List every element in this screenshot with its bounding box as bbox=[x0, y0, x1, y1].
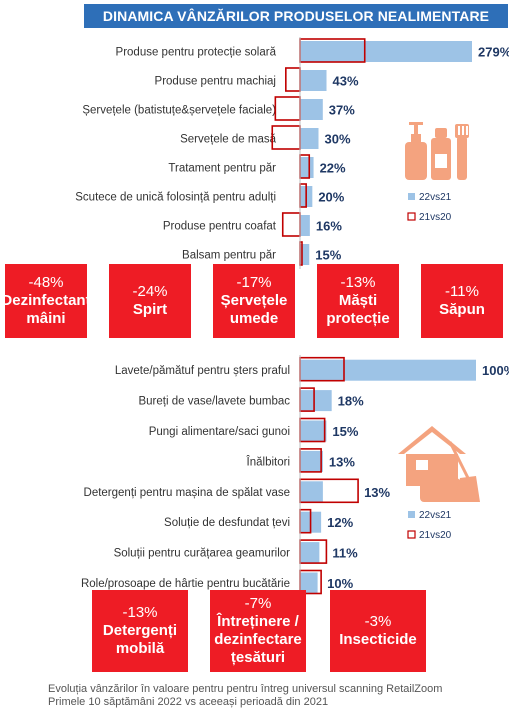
decline-tile: -17% Șervețele umede bbox=[213, 264, 295, 338]
bar-22vs21 bbox=[300, 244, 310, 265]
personal-care-bottles-icon bbox=[405, 122, 469, 180]
data-label: 100% bbox=[482, 363, 509, 378]
tile-percent: -11% bbox=[445, 283, 479, 300]
tile-label: Săpun bbox=[439, 301, 485, 318]
tile-label: Întreținere / bbox=[217, 613, 299, 630]
category-label: Bureți de vase/lavete bumbac bbox=[138, 396, 290, 408]
chart-personal-care: Produse pentru protecție solară 279% Produ… bbox=[75, 37, 509, 269]
category-label: Detergenți pentru mașina de spălat vase bbox=[84, 487, 290, 499]
category-label: Servețele de masă bbox=[180, 134, 276, 146]
category-label: Soluție de desfundat țevi bbox=[164, 517, 290, 529]
chart-title: DINAMICA VÂNZĂRILOR PRODUSELOR NEALIMENT… bbox=[84, 4, 508, 28]
data-label: 15% bbox=[315, 248, 341, 263]
category-label: Balsam pentru păr bbox=[182, 250, 276, 262]
footer-line-1: Evoluția vânzărilor în valoare pentru pe… bbox=[48, 683, 443, 695]
tile-label: Dezinfectant bbox=[1, 292, 91, 309]
tile-label: mobilă bbox=[115, 640, 165, 657]
data-label: 10% bbox=[327, 576, 353, 591]
category-label: Pungi alimentare/saci gunoi bbox=[149, 426, 290, 438]
data-label: 22% bbox=[320, 161, 346, 176]
data-label: 11% bbox=[332, 546, 358, 561]
category-label: Șervețele (batistuțe&șervețele faciale) bbox=[82, 105, 276, 117]
bar-22vs21 bbox=[300, 572, 318, 594]
data-label: 37% bbox=[329, 103, 355, 118]
category-label: Lavete/pămătuf pentru șters praful bbox=[115, 365, 290, 377]
bar-22vs21 bbox=[300, 157, 314, 178]
category-label: Tratament pentru păr bbox=[168, 163, 276, 175]
data-label: 279% bbox=[478, 45, 509, 60]
footer-note: Evoluția vânzărilor în valoare pentru pe… bbox=[48, 683, 508, 709]
legend-label-21vs20: 21vs20 bbox=[419, 212, 452, 223]
data-label: 18% bbox=[338, 394, 364, 409]
legend-swatch-21vs20 bbox=[407, 530, 416, 539]
bar-21vs20 bbox=[274, 96, 301, 121]
category-label: Produse pentru machiaj bbox=[155, 76, 276, 88]
data-label: 30% bbox=[324, 132, 350, 147]
tile-label: umede bbox=[229, 310, 279, 327]
legend-label-22vs21: 22vs21 bbox=[419, 510, 452, 521]
decline-tile: -11% Săpun bbox=[421, 264, 503, 338]
legend-swatch-21vs20 bbox=[407, 212, 416, 221]
bar-22vs21 bbox=[300, 450, 323, 472]
bar-21vs20 bbox=[285, 67, 301, 92]
data-label: 16% bbox=[316, 219, 342, 234]
bar-22vs21 bbox=[300, 70, 327, 91]
bar-22vs21 bbox=[300, 542, 320, 564]
tile-label: protecție bbox=[326, 310, 390, 327]
tile-percent: -13% bbox=[122, 604, 158, 621]
decline-tile: -24% Spirt bbox=[109, 264, 191, 338]
tile-label: dezinfectare bbox=[214, 631, 302, 648]
decline-tile: -13% Măști protecție bbox=[317, 264, 399, 338]
tile-label: Insecticide bbox=[339, 631, 417, 648]
category-label: Produse pentru coafat bbox=[163, 221, 277, 233]
tile-label: țesături bbox=[230, 649, 286, 666]
data-label: 13% bbox=[364, 485, 390, 500]
tile-percent: -13% bbox=[340, 274, 376, 291]
bar-22vs21 bbox=[300, 420, 327, 442]
bar-21vs20 bbox=[271, 125, 301, 150]
decline-tile: -7% Întreținere / dezinfectare țesături bbox=[210, 590, 306, 672]
decline-tile: -48% Dezinfectant mâini bbox=[1, 264, 91, 338]
category-label: Scutece de unică folosință pentru adulți bbox=[75, 192, 276, 204]
bar-22vs21 bbox=[300, 128, 319, 149]
category-label: Produse pentru protecție solară bbox=[116, 47, 277, 59]
tile-label: Spirt bbox=[132, 301, 168, 318]
decline-tile: -13% Detergenți mobilă bbox=[92, 590, 188, 672]
home-cleaning-icon bbox=[398, 426, 480, 502]
tile-percent: -7% bbox=[244, 595, 272, 612]
data-label: 43% bbox=[333, 74, 359, 89]
tile-percent: -3% bbox=[364, 613, 392, 630]
bar-21vs20 bbox=[281, 212, 301, 237]
bar-22vs21 bbox=[300, 481, 323, 503]
tile-percent: -48% bbox=[28, 274, 64, 291]
bar-22vs21 bbox=[300, 99, 323, 120]
data-label: 20% bbox=[318, 190, 344, 205]
category-label: Role/prosoape de hârtie pentru bucătărie bbox=[81, 578, 290, 590]
tile-percent: -24% bbox=[132, 283, 168, 300]
tile-percent: -17% bbox=[236, 274, 272, 291]
tile-label: Măști bbox=[338, 292, 378, 309]
legend-swatch-22vs21 bbox=[408, 511, 415, 518]
legend-swatch-22vs21 bbox=[408, 193, 415, 200]
data-label: 15% bbox=[332, 424, 358, 439]
bar-22vs21 bbox=[300, 359, 476, 381]
data-label: 13% bbox=[329, 454, 355, 469]
tile-label: mâini bbox=[26, 310, 66, 327]
category-label: Înălbitori bbox=[246, 455, 290, 468]
footer-line-2: Primele 10 săptămâni 2022 vs aceeași per… bbox=[48, 696, 329, 708]
legend-label-21vs20: 21vs20 bbox=[419, 530, 452, 541]
tile-label: Detergenți bbox=[102, 622, 178, 639]
bar-22vs21 bbox=[300, 215, 310, 236]
category-label: Soluții pentru curățarea geamurilor bbox=[114, 548, 291, 560]
data-label: 12% bbox=[327, 515, 353, 530]
legend-label-22vs21: 22vs21 bbox=[419, 192, 452, 203]
bar-22vs21 bbox=[300, 390, 332, 412]
bar-22vs21 bbox=[300, 41, 472, 62]
tile-label: Șervețele bbox=[220, 292, 288, 309]
chart-home-care: Lavete/pămătuf pentru șters praful 100% Bu… bbox=[81, 355, 509, 599]
decline-tile: -3% Insecticide bbox=[330, 590, 426, 672]
